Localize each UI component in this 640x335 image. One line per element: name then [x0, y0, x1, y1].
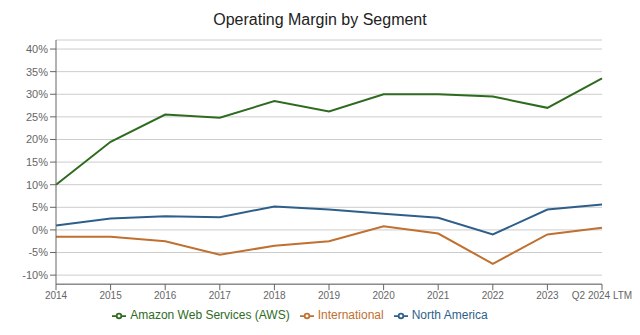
svg-text:2015: 2015 [99, 290, 122, 301]
svg-text:20%: 20% [26, 133, 48, 145]
html-text:International: International [317, 308, 384, 323]
svg-text:2023: 2023 [536, 290, 559, 301]
html-text:Operating Margin by Segment: Operating Margin by Segment [213, 11, 427, 28]
html-text:Amazon Web Services (AWS): Amazon Web Services (AWS) [130, 308, 290, 323]
svg-text:2017: 2017 [209, 290, 232, 301]
svg-text:5%: 5% [32, 201, 48, 213]
svg-text:-5%: -5% [28, 246, 48, 258]
svg-text:2019: 2019 [318, 290, 341, 301]
svg-text:25%: 25% [26, 111, 48, 123]
html-text:North America: North America [411, 308, 488, 323]
svg-text:-10%: -10% [22, 269, 48, 281]
svg-text:35%: 35% [26, 66, 48, 78]
svg-text:0%: 0% [32, 224, 48, 236]
svg-text:2020: 2020 [372, 290, 395, 301]
svg-text:2022: 2022 [482, 290, 505, 301]
svg-text:10%: 10% [26, 179, 48, 191]
svg-text:2021: 2021 [427, 290, 450, 301]
svg-text:Q2 2024 LTM: Q2 2024 LTM [572, 290, 632, 301]
svg-text:30%: 30% [26, 88, 48, 100]
svg-text:15%: 15% [26, 156, 48, 168]
svg-text:2018: 2018 [263, 290, 286, 301]
svg-text:40%: 40% [26, 43, 48, 55]
svg-text:2014: 2014 [45, 290, 68, 301]
svg-text:2016: 2016 [154, 290, 177, 301]
